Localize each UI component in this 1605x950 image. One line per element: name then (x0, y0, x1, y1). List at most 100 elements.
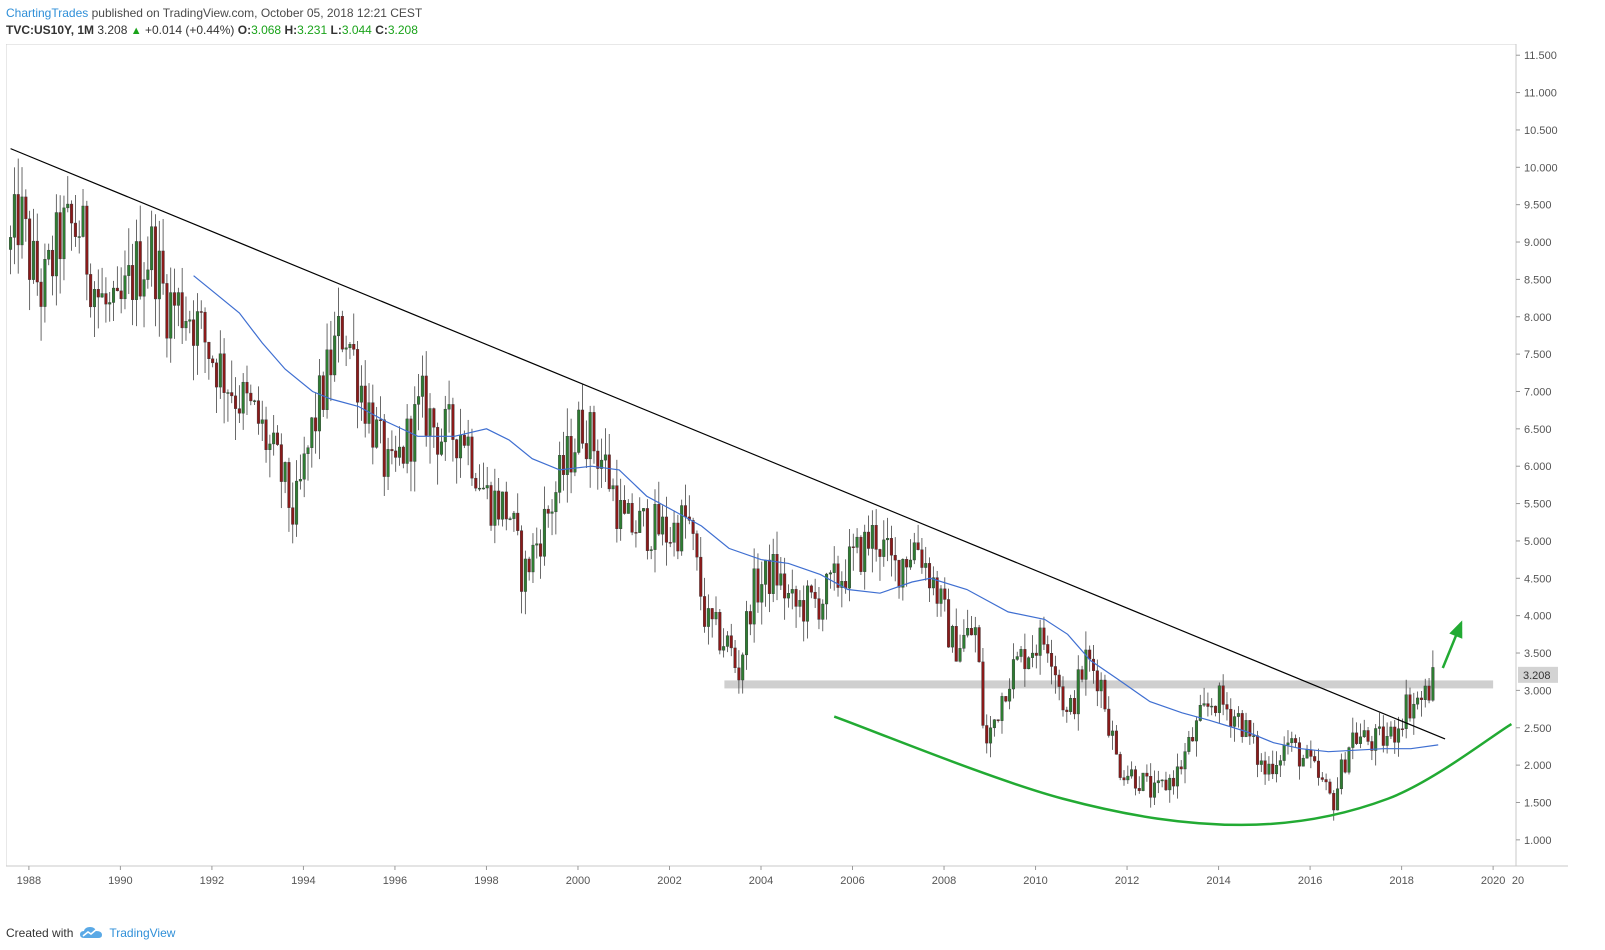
arrow-head[interactable] (1449, 620, 1463, 639)
candle-body (638, 510, 642, 533)
candle-body (394, 450, 398, 458)
candle-body (413, 404, 417, 462)
author-link[interactable]: ChartingTrades (6, 6, 89, 20)
candle-body (1019, 649, 1023, 657)
last-price-text: 3.208 (1523, 670, 1551, 682)
candle-body (908, 559, 912, 568)
ticker-symbol[interactable]: TVC:US10Y, 1M (6, 23, 95, 37)
candle-body (96, 289, 100, 298)
candle-body (703, 596, 707, 627)
candle-body (596, 450, 600, 469)
last-price-label: 3.208 (1518, 666, 1558, 683)
candle-body (1095, 670, 1099, 692)
rounding-bottom-arc[interactable] (833, 715, 1513, 827)
candle-body (619, 500, 623, 529)
candle-body (645, 508, 649, 551)
candle-body (1309, 749, 1313, 757)
y-tick-label: 8.500 (1524, 274, 1552, 286)
candle-body (1240, 713, 1244, 737)
candle-body (77, 236, 81, 238)
candle-body (642, 508, 646, 512)
candle-body (1347, 747, 1351, 773)
candle-body (1332, 793, 1336, 811)
open-label: O: (237, 23, 252, 37)
y-tick-label: 7.000 (1524, 386, 1552, 398)
candle-body (573, 452, 577, 473)
high-label: H: (284, 23, 298, 37)
candle-body (1206, 703, 1210, 707)
candle-body (81, 205, 85, 237)
arrow[interactable] (1441, 620, 1463, 669)
low-value: 3.044 (341, 23, 372, 37)
candle-body (1214, 705, 1218, 713)
x-tick-label: 1992 (200, 875, 224, 887)
descending-trendline[interactable] (10, 148, 1446, 740)
y-tick-label: 3.500 (1524, 648, 1552, 660)
candle-body (1324, 779, 1328, 783)
candle-body (283, 462, 287, 482)
candle-body (39, 281, 43, 307)
candle-body (1069, 698, 1073, 712)
candle-body (752, 568, 756, 625)
candle-body (973, 627, 977, 636)
tradingview-link[interactable]: TradingView (109, 926, 176, 940)
candle-body (1042, 627, 1046, 645)
candle-body (1305, 749, 1309, 759)
candle-body (268, 443, 272, 450)
candle-body (1397, 728, 1401, 743)
candle-body (783, 573, 787, 599)
candle-body (741, 654, 745, 681)
candle-body (1168, 777, 1172, 791)
candle-body (897, 559, 901, 588)
support-zone[interactable] (724, 680, 1494, 689)
candle-body (626, 503, 630, 514)
candle-body (1027, 657, 1031, 670)
candle-body (478, 487, 482, 490)
plot-area[interactable] (5, 43, 1517, 867)
y-tick-label: 10.000 (1524, 162, 1558, 174)
candle-body (1030, 652, 1035, 658)
candle-body (977, 627, 981, 663)
candle-body (199, 311, 203, 313)
candle-body (1183, 751, 1187, 770)
candle-body (1400, 728, 1404, 730)
candle-body (378, 419, 382, 421)
candle-body (859, 536, 863, 572)
candle-body (405, 418, 409, 464)
candle-body (165, 283, 169, 339)
candle-body (85, 205, 89, 275)
support-band[interactable] (724, 680, 1494, 689)
close-value: 3.208 (387, 23, 418, 37)
candle-body (539, 543, 543, 557)
candle-body (398, 446, 402, 458)
candle-body (1370, 741, 1374, 751)
candle-body (51, 249, 55, 277)
candle-body (607, 454, 611, 490)
y-tick-label: 4.000 (1524, 611, 1552, 623)
candle-body (851, 546, 855, 548)
x-tick-label: 1988 (17, 875, 41, 887)
candle-body (298, 479, 302, 482)
y-tick-label: 2.500 (1524, 723, 1552, 735)
candle-body (905, 559, 909, 568)
moving-average-line[interactable] (193, 275, 1439, 753)
candle-body (1004, 696, 1008, 702)
price-chart[interactable]: 1.000 1.500 2.000 2.500 3.000 3.500 4.000 4.500… (5, 43, 1568, 912)
trendline[interactable] (10, 148, 1446, 740)
candle-body (1175, 766, 1179, 787)
candle-body (1248, 720, 1252, 737)
arc-curve[interactable] (833, 715, 1513, 827)
x-axis[interactable]: 1988 1990 1992 1994 1996 1998 2000 2002 2004 2006… (6, 865, 1568, 887)
y-axis[interactable]: 1.000 1.500 2.000 2.500 3.000 3.500 4.000 4.500… (1515, 44, 1558, 866)
moving-average[interactable] (193, 275, 1439, 753)
candle-body (1118, 754, 1122, 778)
candle-body (603, 454, 607, 461)
candle-body (230, 392, 234, 397)
x-tick-label: 2014 (1206, 875, 1230, 887)
chart-area[interactable]: 1.000 1.500 2.000 2.500 3.000 3.500 4.000 4.500… (5, 43, 1568, 912)
candle-body (588, 412, 592, 460)
candle-body (1328, 781, 1332, 794)
candle-body (54, 212, 58, 277)
candle-body (382, 419, 386, 477)
candle-body (1187, 737, 1191, 752)
